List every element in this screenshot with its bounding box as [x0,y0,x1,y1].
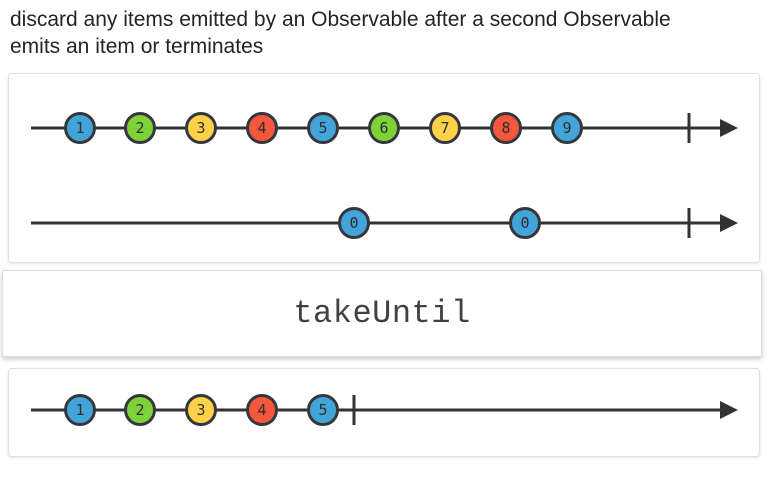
output-observable-marble-2: 2 [124,394,156,426]
output-observable-marble-circle-2 [124,394,156,426]
output-observable-marble-5: 5 [307,394,339,426]
source-observable-marble-label-2: 2 [135,119,144,137]
output-observable-marble-circle-5 [307,394,339,426]
output-observable-marble-circle-4 [246,394,278,426]
output-observable-marble-circle-3 [185,394,217,426]
source-observable-marble-label-5: 5 [318,119,327,137]
output-observable-marble-4: 4 [246,394,278,426]
trigger-observable-marble-circle-1[interactable] [338,207,370,239]
trigger-observable-marble-2[interactable]: 0 [509,207,541,239]
operator-description: discard any items emitted by an Observab… [10,6,671,60]
source-observable-marble-circle-9[interactable] [551,112,583,144]
output-observable-marble-label-5: 5 [318,401,327,419]
output-observable-marble-3: 3 [185,394,217,426]
source-observable-marble-label-1: 1 [75,119,84,137]
output-timeline-panel: 1 2 3 4 5 [8,368,760,457]
output-observable-marble-label-4: 4 [257,401,266,419]
source-observable-marble-circle-7[interactable] [429,112,461,144]
input-timelines-panel: 1 2 3 4 5 6 7 8 9 0 0 [8,73,760,263]
source-observable-marble-3[interactable]: 3 [185,112,217,144]
source-observable-marble-circle-2[interactable] [124,112,156,144]
output-observable-marble-label-1: 1 [75,401,84,419]
source-observable-marble-circle-6[interactable] [368,112,400,144]
trigger-observable-marble-label-2: 0 [520,214,529,232]
trigger-observable-marble-circle-2[interactable] [509,207,541,239]
source-observable-marble-label-9: 9 [562,119,571,137]
source-observable-marble-7[interactable]: 7 [429,112,461,144]
source-observable-marble-circle-1[interactable] [64,112,96,144]
source-observable-marble-label-4: 4 [257,119,266,137]
operator-description-line2: emits an item or terminates [10,35,264,58]
source-observable-marble-6[interactable]: 6 [368,112,400,144]
source-observable-marble-4[interactable]: 4 [246,112,278,144]
trigger-observable-arrowhead-icon [720,214,738,232]
trigger-observable-marble-label-1: 0 [349,214,358,232]
source-observable-marble-label-3: 3 [196,119,205,137]
output-observable-arrowhead-icon [720,401,738,419]
output-observable-marble-label-2: 2 [135,401,144,419]
source-observable-marble-9[interactable]: 9 [551,112,583,144]
output-observable-marble-label-3: 3 [196,401,205,419]
source-observable-marble-1[interactable]: 1 [64,112,96,144]
input-timelines-canvas: 1 2 3 4 5 6 7 8 9 0 0 [31,112,738,239]
output-timeline-canvas: 1 2 3 4 5 [31,394,738,426]
source-observable-marble-2[interactable]: 2 [124,112,156,144]
source-observable-marble-circle-5[interactable] [307,112,339,144]
source-observable-marble-label-7: 7 [440,119,449,137]
operator-box: takeUntil [2,270,762,357]
trigger-observable-marble-1[interactable]: 0 [338,207,370,239]
output-observable-marble-circle-1 [64,394,96,426]
source-observable-arrowhead-icon [720,119,738,137]
source-observable-marble-circle-4[interactable] [246,112,278,144]
source-observable-marble-label-8: 8 [501,119,510,137]
operator-description-line1: discard any items emitted by an Observab… [10,8,671,31]
source-observable-marble-circle-8[interactable] [490,112,522,144]
source-observable-marble-label-6: 6 [379,119,388,137]
source-observable-marble-circle-3[interactable] [185,112,217,144]
operator-label: takeUntil [293,295,471,332]
output-observable-marble-1: 1 [64,394,96,426]
source-observable-marble-8[interactable]: 8 [490,112,522,144]
source-observable-marble-5[interactable]: 5 [307,112,339,144]
